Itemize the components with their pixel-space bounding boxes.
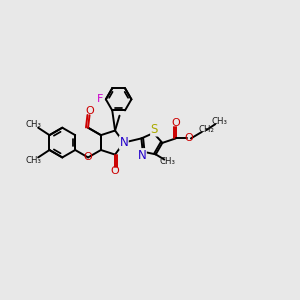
Text: O: O bbox=[184, 134, 193, 143]
Text: CH₂: CH₂ bbox=[198, 125, 214, 134]
Text: N: N bbox=[119, 136, 128, 149]
Text: O: O bbox=[111, 166, 119, 176]
Text: O: O bbox=[84, 152, 92, 162]
Text: F: F bbox=[97, 94, 104, 104]
Text: N: N bbox=[137, 149, 146, 162]
Text: CH₃: CH₃ bbox=[159, 157, 175, 166]
Text: CH₃: CH₃ bbox=[212, 117, 228, 126]
Text: O: O bbox=[85, 106, 94, 116]
Text: CH₃: CH₃ bbox=[26, 156, 42, 165]
Text: CH₃: CH₃ bbox=[26, 120, 42, 129]
Text: O: O bbox=[171, 118, 180, 128]
Text: S: S bbox=[151, 123, 158, 136]
